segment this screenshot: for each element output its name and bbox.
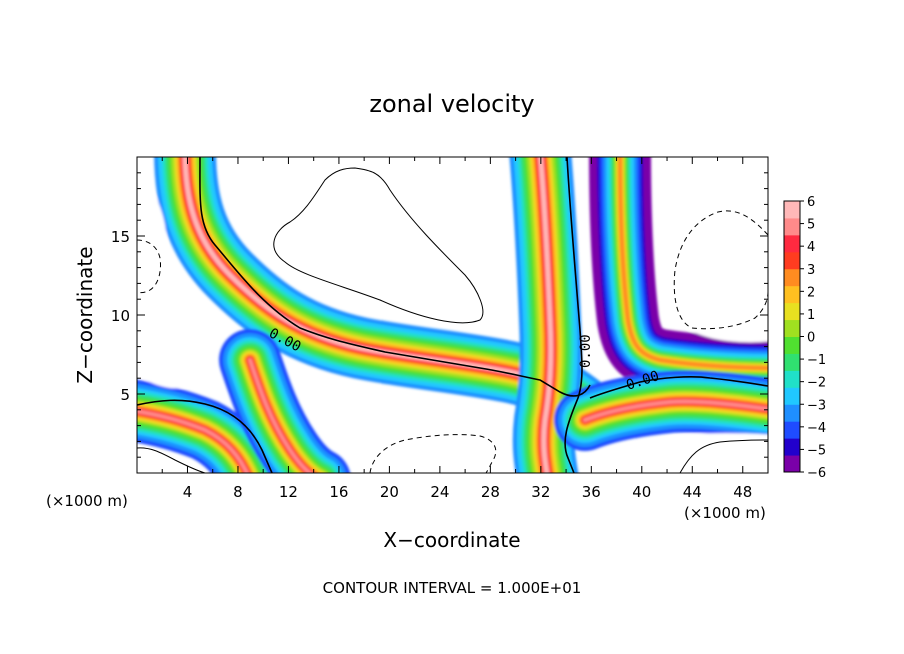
x-axis: 4 8 12 16 20 24 28 32 36 40 44 48 [161,157,752,501]
colorbar-swatch [784,234,800,253]
colorbar-swatch [784,285,800,304]
x-tick-label: 32 [531,483,550,501]
colorbar-swatch [784,421,800,439]
colorbar-tick-label: 0 [807,331,815,346]
colorbar-swatch [784,370,800,388]
zero-contour [589,376,768,399]
y-tick-label: 15 [111,228,130,246]
colorbar: 6 5 4 3 2 1 0 −1 −2 −3 −4 −5 −6 [783,195,826,481]
colorbar-swatch [784,251,800,270]
y-axis: 5 10 15 [111,172,768,458]
velocity-field [137,157,768,473]
colorbar-tick-label: 3 [807,263,815,278]
negative-contour [673,210,768,330]
colorbar-tick-label: 2 [807,285,815,300]
contour-label: 0.00 [578,334,594,368]
calm-region [360,430,500,473]
x-tick-label: 28 [481,483,500,501]
zero-contour [137,399,273,473]
colorbar-swatch [784,201,800,219]
x-tick-label: 24 [430,483,449,501]
calm-region [137,180,167,300]
colorbar-swatch [784,455,800,473]
velocity-band [583,399,768,422]
x-tick-label: 20 [380,483,399,501]
colorbar-tick-label: 1 [807,308,815,323]
x-tick-label: 8 [233,483,243,501]
y-axis-label: Z−coordinate [73,246,97,383]
colorbar-swatch [784,217,800,236]
colorbar-swatch [784,302,800,321]
negative-contour [137,239,161,294]
contour-lines [137,157,768,473]
x-unit-right: (×1000 m) [684,504,766,522]
colorbar-tick-label: −6 [807,466,826,481]
contour-line [137,447,206,473]
colorbar-tick-label: 4 [807,240,815,255]
calm-region [283,173,486,321]
calm-region [137,450,190,473]
contour-line [679,439,768,473]
x-tick-label: 4 [183,483,193,501]
contour-interval-note: CONTOUR INTERVAL = 1.000E+01 [323,579,582,597]
zero-contour [199,157,591,397]
colorbar-tick-label: −5 [807,443,826,458]
calm-region [673,213,768,343]
colorbar-swatch [784,319,800,337]
x-tick-label: 12 [279,483,298,501]
negative-contour [369,434,497,473]
x-axis-label: X−coordinate [383,528,520,552]
colorbar-tick-label: −4 [807,421,826,436]
plot-area: 0.00 0.00 0.00 [137,157,768,473]
x-tick-label: 44 [683,483,702,501]
x-tick-label: 40 [632,483,651,501]
colorbar-swatch [784,336,800,354]
calm-region [314,380,333,430]
velocity-band [248,358,313,473]
x-tick-label: 36 [582,483,601,501]
colorbar-swatch [784,353,800,371]
colorbar-swatch [784,387,800,405]
velocity-band [618,157,768,370]
velocity-band [538,157,553,473]
velocity-band [137,409,250,473]
colorbar-swatch [784,268,800,287]
y-tick-label: 10 [111,307,130,325]
chart-title: zonal velocity [369,90,534,118]
x-tick-label: 48 [733,483,752,501]
velocity-band [183,157,582,407]
zero-contour [564,157,583,473]
colorbar-tick-label: −2 [807,376,826,391]
colorbar-tick-label: 5 [807,218,815,233]
colorbar-swatch [784,438,800,456]
calm-region [660,433,768,473]
x-unit-left: (×1000 m) [46,492,128,510]
colorbar-tick-label: 6 [807,195,815,210]
colorbar-swatch [784,404,800,422]
calm-region [137,338,197,389]
y-tick-label: 5 [120,386,130,404]
contour-line [273,167,484,324]
colorbar-tick-label: −1 [807,353,826,368]
colorbar-tick-label: −3 [807,398,826,413]
x-tick-label: 16 [329,483,348,501]
